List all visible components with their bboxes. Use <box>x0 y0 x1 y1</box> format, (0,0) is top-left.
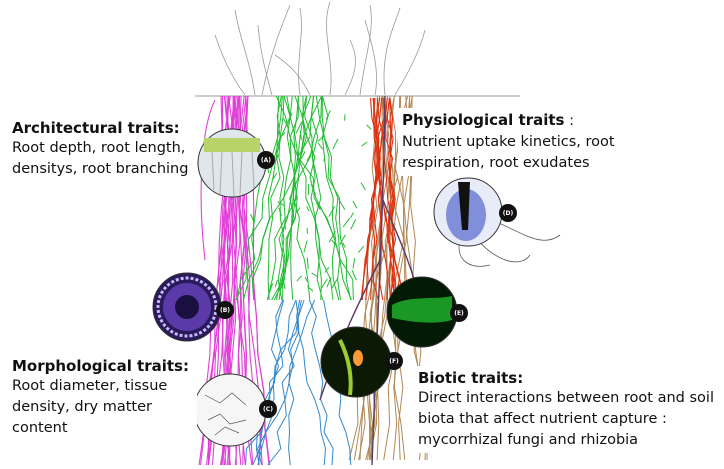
architectural-traits-label: Architectural traits: Root depth, root l… <box>12 118 190 180</box>
panel-d-root-tip <box>433 177 503 247</box>
morphological-traits-label: Morphological traits: Root diameter, tis… <box>12 356 197 439</box>
panel-f-nodule <box>320 326 392 398</box>
architectural-body: Root depth, root length, densitys, root … <box>12 140 189 177</box>
physiological-traits-label: Physiological traits : Nutrient uptake k… <box>398 108 646 176</box>
physiological-title-suffix: : <box>564 113 574 129</box>
morphological-body: Root diameter, tissue density, dry matte… <box>12 378 168 436</box>
panel-e-fungi <box>386 276 458 348</box>
panel-label-b: (B) <box>216 301 234 319</box>
biotic-title: Biotic traits: <box>418 369 524 387</box>
panel-label-f: (F) <box>385 352 403 370</box>
physiological-title: Physiological traits <box>402 111 565 129</box>
plant-shoots <box>214 1 426 96</box>
panel-a-seedlings <box>197 128 267 198</box>
architectural-title: Architectural traits: <box>12 119 180 137</box>
morphological-title: Morphological traits: <box>12 357 189 375</box>
biotic-traits-label: Biotic traits: Direct interactions betwe… <box>414 366 724 453</box>
biotic-body: Direct interactions between root and soi… <box>418 390 714 448</box>
physiological-body: Nutrient uptake kinetics, root respirati… <box>402 134 615 171</box>
green-roots <box>235 95 372 301</box>
panel-label-d: (D) <box>499 204 517 222</box>
panel-label-c: (C) <box>259 400 277 418</box>
panel-label-a: (A) <box>257 151 275 169</box>
panel-label-e: (E) <box>450 304 468 322</box>
panel-c-tissue <box>193 373 267 447</box>
physiological-roots <box>360 97 406 301</box>
panel-b-root-section <box>152 272 222 342</box>
